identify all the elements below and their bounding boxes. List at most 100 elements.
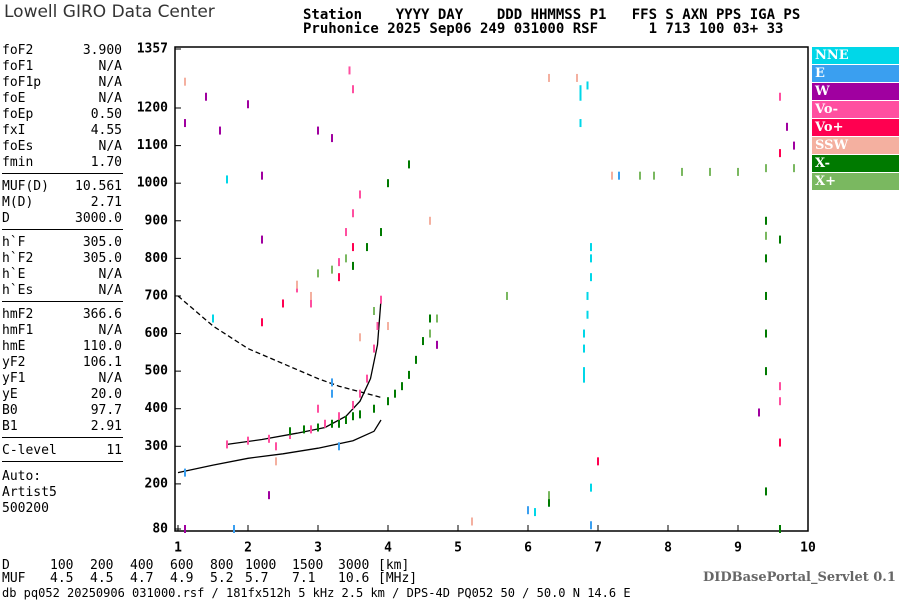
param-name: yF2: [2, 355, 26, 370]
echo-point: [548, 491, 550, 500]
echo-point: [268, 434, 270, 443]
echo-point: [310, 299, 312, 308]
echo-point: [184, 119, 186, 128]
echo-point: [338, 273, 340, 282]
echo-point: [765, 164, 767, 173]
echo-point: [639, 171, 641, 180]
param-name: foEp: [2, 107, 34, 122]
echo-point: [345, 254, 347, 263]
echo-point: [376, 322, 379, 331]
echo-point: [408, 370, 410, 379]
echo-point: [366, 243, 368, 252]
separator: [2, 229, 123, 230]
header-row: Pruhonice 2025 Sep06 249 031000 RSF 1 71…: [303, 21, 784, 37]
echo-point: [352, 85, 354, 94]
file-info: db pq052 20250906 031000.rsf / 181fx512h…: [2, 586, 631, 600]
echo-point: [352, 243, 354, 252]
echo-point: [583, 344, 585, 353]
echo-point: [387, 322, 389, 331]
echo-point: [611, 171, 613, 180]
echo-point: [373, 306, 375, 315]
param-name: foF2: [2, 43, 34, 58]
plot-frame: [174, 46, 809, 532]
header-row: Station YYYY DAY DDD HHMMSS P1 FFS S AXN…: [303, 7, 801, 23]
muf-cell: 400: [130, 558, 154, 573]
echo-point: [618, 171, 620, 180]
trace-line: [177, 419, 382, 474]
echo-point: [408, 160, 410, 169]
muf-cell: 7.1: [292, 571, 316, 586]
y-tick-label: 400: [145, 401, 169, 416]
x-tick-label: 7: [594, 541, 602, 556]
echo-point: [331, 378, 333, 387]
param-value: 2.71: [90, 195, 122, 210]
echo-point: [331, 419, 333, 428]
echo-point: [779, 149, 781, 158]
echo-point: [415, 355, 417, 364]
param-value: 20.0: [90, 387, 122, 402]
echo-point: [422, 337, 424, 346]
param-value: 2.91: [90, 419, 122, 434]
echo-point: [779, 525, 781, 533]
echo-point: [247, 436, 249, 445]
x-tick-label: 2: [244, 541, 252, 556]
param-value: N/A: [98, 91, 122, 106]
legend-entry: X-: [812, 155, 899, 172]
echo-point: [786, 122, 788, 131]
param-value: 11: [106, 443, 122, 458]
echo-point: [579, 92, 582, 101]
param-value: 1.70: [90, 155, 122, 170]
echo-point: [373, 344, 375, 353]
servlet-label: DIDBasePortal_Servlet 0.1: [703, 570, 896, 585]
echo-point: [338, 419, 340, 428]
echo-point: [205, 92, 207, 101]
param-name: B0: [2, 403, 18, 418]
echo-point: [317, 423, 319, 432]
echo-point: [310, 291, 312, 300]
x-tick-label: 3: [314, 541, 322, 556]
echo-point: [779, 92, 781, 101]
echo-point: [212, 314, 214, 323]
echo-point: [681, 167, 683, 176]
param-value: 97.7: [90, 403, 122, 418]
echo-point: [338, 442, 340, 451]
param-name: h`E: [2, 267, 26, 282]
x-tick-label: 4: [384, 541, 392, 556]
echo-point: [352, 412, 354, 421]
echo-point: [275, 442, 277, 451]
y-tick-label: 80: [152, 522, 168, 537]
echo-point: [345, 228, 347, 237]
param-name: M(D): [2, 195, 34, 210]
echo-point: [765, 291, 767, 300]
echo-point: [275, 457, 277, 466]
separator: [2, 301, 123, 302]
muf-cell: 4.5: [50, 571, 74, 586]
echo-point: [184, 77, 186, 86]
echo-point: [394, 389, 396, 398]
echo-point: [331, 134, 333, 143]
param-name: foF1p: [2, 75, 42, 90]
separator: [2, 437, 123, 438]
param-name: foEs: [2, 139, 34, 154]
echo-point: [359, 389, 361, 398]
echo-point: [310, 425, 312, 434]
echo-point: [366, 374, 368, 383]
echo-point: [765, 329, 767, 338]
x-tick-label: 1: [174, 541, 182, 556]
echo-point: [765, 367, 767, 376]
param-value: 3000.0: [75, 211, 122, 226]
echo-point: [387, 397, 389, 406]
param-value: N/A: [98, 371, 122, 386]
param-name: hmF1: [2, 323, 34, 338]
muf-cell: D: [2, 558, 10, 573]
echo-point: [324, 419, 326, 428]
muf-cell: [MHz]: [378, 571, 418, 586]
muf-cell: 600: [170, 558, 194, 573]
param-name: B1: [2, 419, 18, 434]
param-value: N/A: [98, 267, 122, 282]
param-value: 0.50: [90, 107, 122, 122]
echo-point: [317, 269, 319, 278]
muf-cell: [km]: [378, 558, 410, 573]
